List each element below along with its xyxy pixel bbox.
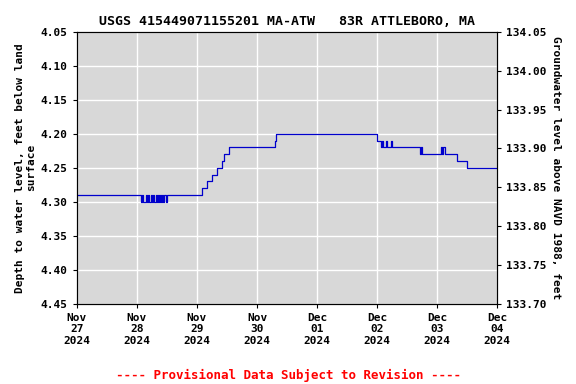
Title: USGS 415449071155201 MA-ATW   83R ATTLEBORO, MA: USGS 415449071155201 MA-ATW 83R ATTLEBOR…	[99, 15, 475, 28]
Y-axis label: Depth to water level, feet below land
surface: Depth to water level, feet below land su…	[15, 43, 37, 293]
Y-axis label: Groundwater level above NAVD 1988, feet: Groundwater level above NAVD 1988, feet	[551, 36, 561, 300]
Text: ---- Provisional Data Subject to Revision ----: ---- Provisional Data Subject to Revisio…	[116, 369, 460, 382]
